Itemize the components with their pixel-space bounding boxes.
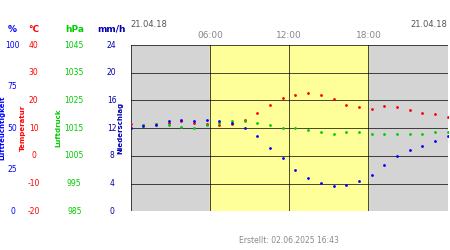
Text: -20: -20 [27, 207, 40, 216]
Text: 0: 0 [32, 151, 36, 160]
Text: 21.04.18: 21.04.18 [130, 20, 167, 29]
Bar [210, 45, 369, 211]
Text: Luftdruck: Luftdruck [55, 109, 62, 147]
Text: 24: 24 [107, 40, 117, 50]
Text: 12: 12 [107, 124, 117, 132]
Text: %: % [8, 25, 17, 34]
Text: Erstellt: 02.06.2025 16:43: Erstellt: 02.06.2025 16:43 [239, 236, 339, 245]
Text: 100: 100 [5, 40, 20, 50]
Text: Temperatur: Temperatur [19, 105, 26, 151]
Text: 1015: 1015 [65, 124, 84, 132]
Text: 985: 985 [67, 207, 81, 216]
Text: °C: °C [28, 25, 39, 34]
Text: 20: 20 [107, 68, 117, 77]
Text: 8: 8 [109, 151, 114, 160]
Text: 1005: 1005 [64, 151, 84, 160]
Text: 21.04.18: 21.04.18 [411, 20, 448, 29]
Text: hPa: hPa [65, 25, 84, 34]
Text: mm/h: mm/h [97, 25, 126, 34]
Text: 50: 50 [8, 124, 18, 132]
Text: Niederschlag: Niederschlag [117, 102, 124, 154]
Text: 4: 4 [109, 179, 114, 188]
Text: 995: 995 [67, 179, 81, 188]
Text: 1025: 1025 [65, 96, 84, 105]
Text: 30: 30 [29, 68, 39, 77]
Text: 10: 10 [29, 124, 39, 132]
Text: 0: 0 [10, 207, 15, 216]
Text: 1035: 1035 [64, 68, 84, 77]
Text: 40: 40 [29, 40, 39, 50]
Text: 0: 0 [109, 207, 114, 216]
Text: 25: 25 [8, 165, 18, 174]
Text: 1045: 1045 [64, 40, 84, 50]
Text: 16: 16 [107, 96, 117, 105]
Text: 75: 75 [8, 82, 18, 91]
Text: -10: -10 [27, 179, 40, 188]
Text: 20: 20 [29, 96, 39, 105]
Text: Luftfeuchtigkeit: Luftfeuchtigkeit [0, 96, 6, 160]
